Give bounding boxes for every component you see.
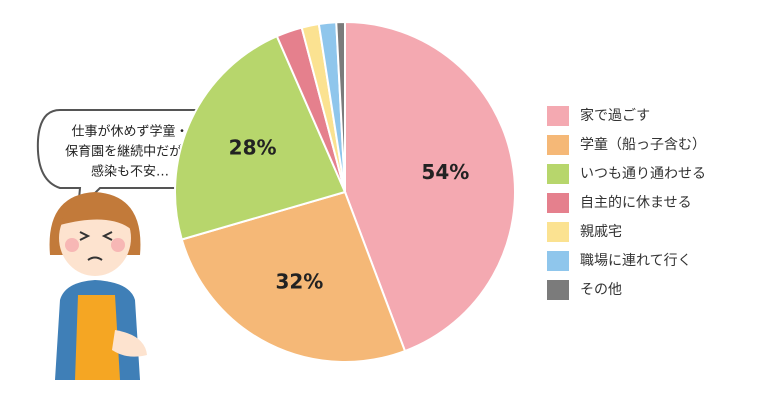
legend-label: 家で過ごす bbox=[580, 107, 650, 124]
pie-slice bbox=[180, 190, 407, 363]
hand bbox=[112, 330, 147, 357]
legend-swatch bbox=[547, 280, 569, 300]
bubble-line: 保育園を継続中だが、 bbox=[65, 144, 195, 160]
legend-label: 自主的に休ませる bbox=[580, 195, 692, 211]
pie-slice bbox=[344, 20, 516, 353]
illustration bbox=[49, 192, 147, 380]
legend-label: 親戚宅 bbox=[580, 224, 622, 240]
legend-swatch bbox=[547, 222, 569, 242]
pie-slice bbox=[174, 34, 347, 241]
slice-label: 32% bbox=[275, 270, 323, 294]
eye bbox=[79, 231, 91, 241]
bubble-line: 感染も不安… bbox=[91, 164, 169, 180]
bangs bbox=[60, 199, 132, 230]
legend-swatch bbox=[547, 106, 569, 126]
cheek bbox=[65, 238, 79, 252]
mouth bbox=[87, 256, 103, 261]
legend-swatch bbox=[547, 251, 569, 271]
pie-slice bbox=[335, 20, 346, 193]
slice-label: 54% bbox=[421, 160, 469, 184]
legend-swatch bbox=[547, 135, 569, 155]
bubble-line: 仕事が休めず学童・ bbox=[71, 124, 188, 140]
legend-swatch bbox=[547, 193, 569, 213]
apron bbox=[75, 295, 120, 380]
legend-swatch bbox=[547, 164, 569, 184]
legend-label: 職場に連れて行く bbox=[580, 253, 692, 269]
eye bbox=[101, 231, 113, 241]
legend-label: その他 bbox=[580, 282, 622, 298]
legend-label: 学童（船っ子含む） bbox=[580, 136, 706, 153]
legend-label: いつも通り通わせる bbox=[580, 166, 706, 182]
cheek bbox=[111, 238, 125, 252]
slice-label: 28% bbox=[229, 135, 277, 159]
